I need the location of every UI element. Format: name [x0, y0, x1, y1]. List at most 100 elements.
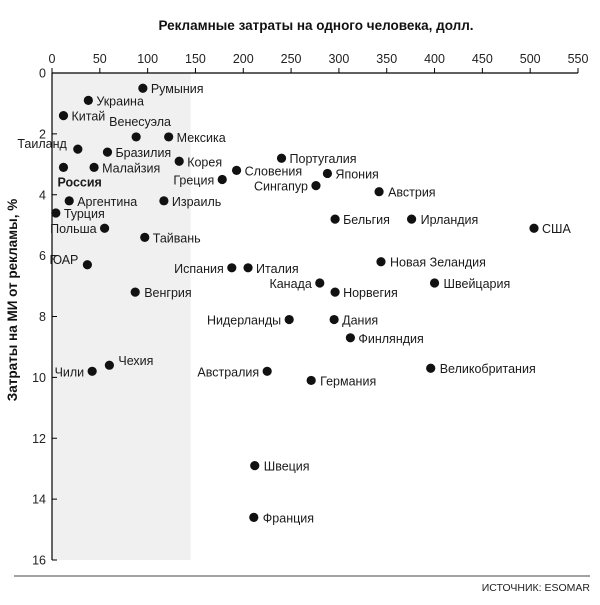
point-label: Австралия — [197, 365, 259, 379]
point-label: ЮАР — [49, 253, 78, 267]
point-marker — [231, 165, 242, 175]
data-point: Швейцария — [429, 277, 511, 291]
point-label: Франция — [263, 511, 314, 525]
point-marker — [130, 287, 140, 297]
point-marker — [174, 156, 184, 166]
point-marker — [249, 512, 259, 522]
data-point: Канада — [269, 277, 325, 291]
point-marker — [64, 196, 74, 206]
x-tick-label: 450 — [472, 52, 493, 66]
y-tick-label: 10 — [32, 371, 46, 385]
data-point: Греция — [173, 174, 227, 188]
source-note: ИСТОЧНИК: ESOMAR — [482, 582, 591, 594]
point-label: Португалия — [290, 152, 357, 166]
point-label: Дания — [342, 314, 378, 328]
point-label: Нидерланды — [207, 314, 281, 328]
point-label: Китай — [71, 110, 105, 124]
y-tick-label: 8 — [39, 310, 46, 324]
data-point: Бельгия — [330, 213, 390, 227]
y-tick-label: 14 — [32, 493, 46, 507]
point-label: Венгрия — [144, 286, 191, 300]
x-tick-label: 100 — [137, 52, 158, 66]
data-point: Бразилия — [102, 146, 171, 160]
data-point: Китай — [58, 110, 105, 124]
point-marker — [159, 196, 169, 206]
point-marker — [276, 153, 287, 163]
data-points: Румыния Украина Китай Венесуэла Мексика Таила… — [17, 82, 571, 525]
point-marker — [138, 83, 148, 93]
point-marker — [345, 333, 355, 343]
data-point: Польша — [50, 222, 110, 236]
data-point: Испания — [174, 262, 237, 276]
point-marker — [73, 144, 83, 154]
data-point: Тайвань — [140, 231, 201, 245]
data-point: Венгрия — [130, 286, 192, 300]
point-marker — [58, 111, 69, 121]
y-tick-label: 16 — [32, 554, 46, 568]
data-point: Швеция — [250, 460, 310, 474]
data-point: Россия — [57, 162, 102, 189]
point-label: Аргентина — [77, 195, 137, 209]
point-marker — [329, 314, 339, 325]
point-label: Россия — [57, 175, 101, 189]
point-label: Чехия — [118, 354, 153, 368]
point-label: Новая Зеландия — [390, 256, 486, 270]
point-label: Япония — [335, 167, 378, 181]
data-point: Австрия — [374, 186, 436, 200]
point-marker — [330, 214, 340, 224]
point-label: Испания — [174, 262, 224, 276]
point-label: Мексика — [177, 131, 226, 145]
point-marker — [284, 314, 294, 325]
y-axis-title: Затраты на МИ от рекламы, % — [5, 199, 20, 401]
data-point: Турция — [51, 207, 105, 221]
data-point: Италия — [243, 262, 299, 276]
data-point: Ирландия — [406, 213, 479, 227]
point-label: Норвегия — [343, 286, 398, 300]
highlight-band — [52, 73, 191, 560]
data-point: США — [529, 222, 571, 236]
data-point: Чехия — [104, 354, 153, 370]
data-point: Португалия — [276, 152, 357, 166]
data-point: Венесуэла — [109, 115, 171, 142]
point-marker — [243, 263, 253, 273]
point-label: Турция — [64, 207, 105, 221]
point-label: Румыния — [151, 82, 204, 96]
point-label: Бельгия — [343, 213, 390, 227]
point-label: США — [542, 222, 571, 236]
point-marker — [51, 208, 61, 218]
point-marker — [529, 223, 539, 233]
point-label: Словения — [245, 164, 303, 178]
data-point: Великобритания — [426, 362, 536, 376]
point-marker — [330, 287, 340, 297]
point-label: Малайзия — [102, 161, 160, 175]
point-label: Канада — [269, 277, 311, 291]
point-label: Чили — [55, 365, 85, 379]
point-marker — [58, 162, 69, 172]
point-label: Великобритания — [440, 362, 536, 376]
x-tick-label: 200 — [233, 52, 254, 66]
point-marker — [429, 278, 440, 288]
y-tick-label: 4 — [39, 188, 46, 202]
y-tick-label: 12 — [32, 432, 46, 446]
point-marker — [89, 162, 99, 172]
point-label: Германия — [320, 374, 376, 388]
point-marker — [82, 260, 92, 270]
data-point: Таиланд — [17, 137, 83, 154]
data-point: Израиль — [159, 195, 221, 209]
point-label: Польша — [50, 222, 96, 236]
x-axis-title: Рекламные затраты на одного человека, до… — [158, 18, 473, 33]
point-label: Швейцария — [444, 277, 511, 291]
data-point: Словения — [231, 164, 303, 178]
point-label: Таиланд — [17, 137, 67, 151]
point-label: Ирландия — [421, 213, 479, 227]
point-marker — [374, 187, 384, 197]
point-marker — [250, 461, 260, 471]
point-label: Италия — [256, 262, 299, 276]
point-marker — [227, 263, 237, 273]
data-point: Нидерланды — [207, 314, 294, 328]
point-label: Греция — [173, 174, 214, 188]
point-marker — [164, 132, 174, 142]
point-label: Финляндия — [358, 332, 423, 346]
